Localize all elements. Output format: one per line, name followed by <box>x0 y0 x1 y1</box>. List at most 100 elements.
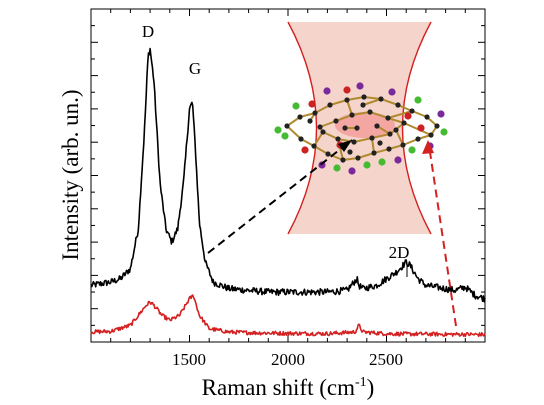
molecule-atom <box>409 108 415 114</box>
molecule-bond <box>371 133 391 139</box>
molecule-atom <box>434 123 440 129</box>
red-dashed-arrow <box>429 151 457 327</box>
molecule-substituent-atom <box>440 128 448 136</box>
molecule-bond <box>286 125 302 140</box>
molecule-atom <box>401 120 407 126</box>
molecule-bond <box>387 117 405 124</box>
molecule-atom <box>311 143 317 149</box>
molecule-substituent-atom <box>404 112 412 120</box>
molecule-bond <box>395 129 404 146</box>
molecule-atom <box>378 96 384 102</box>
molecule-atom <box>297 114 303 120</box>
molecule-substituent-atom <box>394 156 402 164</box>
molecule-atom <box>377 140 383 146</box>
molecule-atom <box>385 115 391 121</box>
molecule-atom <box>361 94 367 100</box>
molecule-substituent-atom <box>417 124 425 132</box>
molecule-atom <box>340 157 346 163</box>
molecule-bond <box>411 110 428 118</box>
molecule-bond <box>357 152 375 159</box>
molecule-substituent-atom <box>274 126 282 134</box>
molecule-atom <box>327 102 333 108</box>
x-tick-label-1500: 1500 <box>172 350 206 369</box>
y-axis-label: Intensity (arb. un.) <box>58 89 83 260</box>
molecule-atom <box>351 139 357 145</box>
peak-label-g: G <box>189 59 201 78</box>
molecule-atom <box>333 118 339 124</box>
molecule-atom <box>367 109 373 115</box>
molecule-substituent-atom <box>414 96 422 104</box>
molecule-bond <box>346 96 365 101</box>
laser-beam-edge-right <box>401 21 432 235</box>
molecule-bond <box>322 131 339 140</box>
molecule-atom <box>349 112 355 118</box>
molecule-atom <box>298 136 304 142</box>
molecule-atom <box>347 149 353 155</box>
molecule-core <box>335 112 395 138</box>
molecule-bond <box>335 114 353 122</box>
molecule-atom <box>415 136 421 142</box>
molecule-bond <box>387 110 413 119</box>
molecule-atom <box>355 155 361 161</box>
molecule-bond <box>286 116 301 127</box>
molecule-bond <box>327 153 344 161</box>
x-axis-label-main: Raman shift (cm <box>202 375 355 400</box>
x-axis-label-close: ) <box>367 375 375 400</box>
black-arrow-head <box>338 140 352 152</box>
molecule-atom <box>342 125 348 131</box>
molecule-substituent-atom <box>388 88 396 96</box>
molecule-bond <box>314 104 331 114</box>
molecule-substituent-atom <box>348 167 356 175</box>
red-spectrum-line <box>90 294 486 338</box>
molecule-atom <box>400 142 406 148</box>
molecule-atom <box>395 102 401 108</box>
x-axis-label: Raman shift (cm-1) <box>202 375 375 400</box>
molecule-atom <box>344 97 350 103</box>
molecule-bond <box>403 122 432 136</box>
x-tick-label-2000: 2000 <box>271 350 305 369</box>
molecule-atom <box>374 123 380 129</box>
molecule-atom <box>387 131 393 137</box>
molecule-atom <box>360 102 366 108</box>
molecule-bond <box>362 98 382 106</box>
molecule-bond <box>369 111 389 119</box>
x-axis-label-superscript: -1 <box>355 375 367 390</box>
molecule-bond <box>380 98 399 106</box>
molecule-substituent-atom <box>363 161 371 169</box>
molecule-bond <box>351 111 371 116</box>
molecule-atom <box>312 110 318 116</box>
molecule-substituent-atom <box>356 82 364 90</box>
molecule-substituent-atom <box>281 132 289 140</box>
molecule-atom <box>428 132 434 138</box>
molecule-atom <box>371 150 377 156</box>
molecule-atom <box>393 127 399 133</box>
molecule-substituent-atom <box>378 158 386 166</box>
molecule-substituent-atom <box>323 87 331 95</box>
laser-beam-edge-left <box>287 21 318 235</box>
molecule-atom <box>354 125 360 131</box>
molecule-atom <box>317 124 323 130</box>
molecule-atom <box>369 135 375 141</box>
graphene-oxide-molecule <box>274 82 448 175</box>
molecule-bond <box>353 137 373 143</box>
molecule-substituent-atom <box>333 164 341 172</box>
molecule-atom <box>284 123 290 129</box>
molecule-substituent-atom <box>308 100 316 108</box>
molecule-atom <box>325 151 331 157</box>
molecule-substituent-atom <box>343 86 351 94</box>
x-tick-label-2500: 2500 <box>369 350 403 369</box>
molecule-bond <box>329 99 348 106</box>
molecule-bond <box>319 120 337 128</box>
molecule-bond <box>313 145 329 155</box>
molecule-atom <box>307 118 313 124</box>
axis-ticks <box>91 9 485 342</box>
molecule-atom <box>335 136 341 142</box>
red-arrow-head <box>422 140 434 154</box>
molecule-bond <box>402 138 419 146</box>
black-dashed-arrow <box>207 139 353 254</box>
molecule-bond <box>337 138 355 143</box>
molecule-substituent-atom <box>408 146 416 154</box>
spectra-series <box>90 47 486 338</box>
